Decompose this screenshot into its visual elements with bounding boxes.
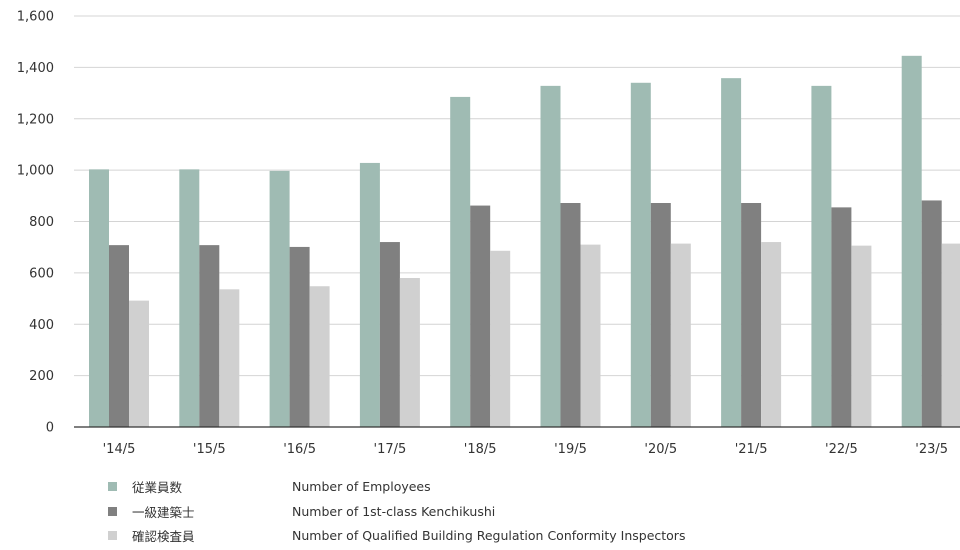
x-tick-label: '19/5 bbox=[554, 442, 587, 457]
bar-1 bbox=[89, 169, 109, 427]
x-tick-label: '21/5 bbox=[735, 442, 768, 457]
bar-1 bbox=[540, 85, 561, 428]
legend-item-architects: 一級建築士 Number of 1st-class Kenchikushi bbox=[108, 501, 495, 521]
bar-2 bbox=[831, 207, 852, 427]
bar-3 bbox=[309, 286, 330, 427]
bar-1 bbox=[901, 55, 922, 428]
y-tick-label: 1,000 bbox=[17, 164, 54, 179]
legend-label-architects-en: Number of 1st-class Kenchikushi bbox=[292, 503, 496, 519]
bar-2 bbox=[199, 245, 220, 427]
bar-2 bbox=[109, 245, 129, 427]
x-tick-label: '18/5 bbox=[464, 442, 497, 457]
bar-1 bbox=[179, 169, 200, 427]
bar-2 bbox=[289, 246, 310, 427]
bar-2 bbox=[741, 203, 762, 427]
bar-3 bbox=[129, 300, 149, 427]
legend-swatch-employees bbox=[108, 481, 117, 491]
bar-1 bbox=[630, 82, 651, 427]
bar-1 bbox=[359, 162, 380, 427]
y-tick-label: 200 bbox=[29, 369, 54, 384]
bar-2 bbox=[560, 203, 581, 427]
legend-swatch-architects bbox=[108, 506, 117, 516]
legend-label-employees-en: Number of Employees bbox=[292, 478, 431, 494]
bar-3 bbox=[851, 245, 872, 427]
legend-label-employees-jp: 従業員数 bbox=[132, 479, 183, 495]
y-tick-label: 1,400 bbox=[17, 61, 54, 76]
bar-1 bbox=[811, 85, 832, 428]
bar-1 bbox=[721, 78, 742, 427]
y-tick-label: 600 bbox=[29, 266, 54, 281]
bar-3 bbox=[761, 242, 782, 427]
bar-2 bbox=[921, 200, 942, 427]
bar-3 bbox=[580, 244, 601, 427]
y-tick-label: 400 bbox=[29, 318, 54, 333]
legend-label-inspectors-jp: 確認検査員 bbox=[132, 528, 195, 544]
y-tick-label: 800 bbox=[29, 215, 54, 230]
y-tick-label: 1,200 bbox=[17, 112, 54, 127]
legend-item-employees: 従業員数 Number of Employees bbox=[108, 476, 431, 496]
bar-chart: 0 200 400 600 800 1,000 1,200 1,400 1,600 '14/5 '1… bbox=[17, 10, 960, 457]
y-tick-label: 0 bbox=[46, 421, 54, 436]
x-tick-label: '16/5 bbox=[283, 442, 316, 457]
bar-3 bbox=[670, 243, 691, 427]
bar-2 bbox=[470, 205, 491, 427]
bar-3 bbox=[941, 243, 960, 427]
bar-1 bbox=[450, 96, 471, 428]
bar-3 bbox=[399, 278, 420, 427]
y-tick-label: 1,600 bbox=[17, 10, 54, 25]
legend-label-inspectors-en: Number of Qualified Building Regulation … bbox=[292, 527, 686, 543]
bar-3 bbox=[490, 250, 511, 427]
legend-swatch-inspectors bbox=[108, 530, 117, 540]
legend-item-inspectors: 確認検査員 Number of Qualified Building Regul… bbox=[108, 525, 685, 545]
x-tick-label: '20/5 bbox=[644, 442, 677, 457]
legend-label-architects-jp: 一級建築士 bbox=[132, 504, 195, 520]
x-tick-label: '22/5 bbox=[825, 442, 858, 457]
bar-3 bbox=[219, 289, 240, 427]
x-tick-label: '23/5 bbox=[915, 442, 948, 457]
x-tick-label: '15/5 bbox=[193, 442, 226, 457]
bar-1 bbox=[269, 170, 290, 427]
x-tick-label: '14/5 bbox=[103, 442, 136, 457]
bar-2 bbox=[379, 242, 400, 427]
x-tick-label: '17/5 bbox=[374, 442, 407, 457]
bar-2 bbox=[650, 203, 671, 427]
